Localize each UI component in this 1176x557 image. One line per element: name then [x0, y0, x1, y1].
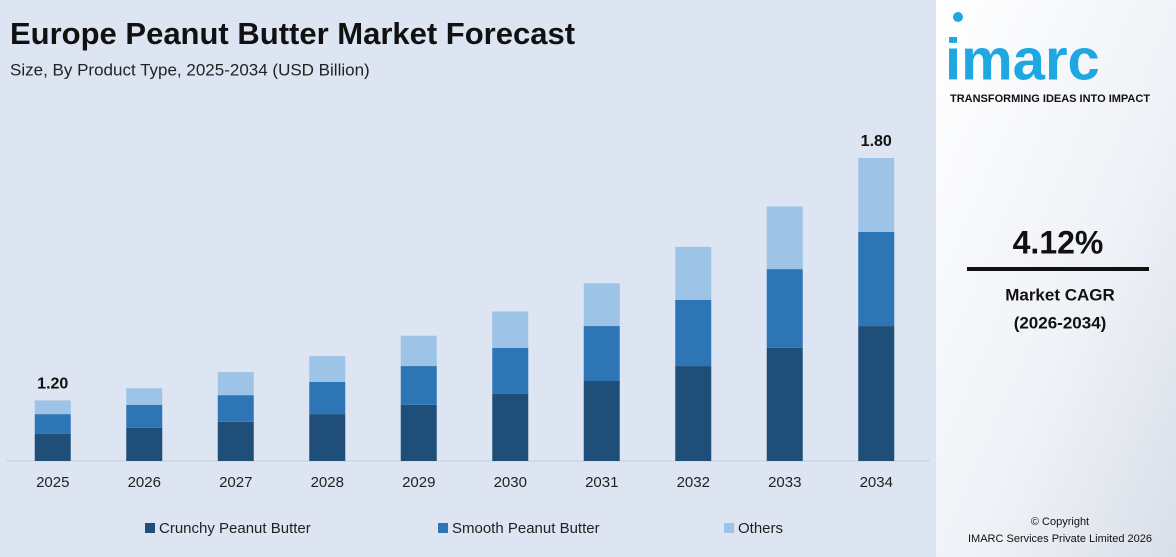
- legend-label: Others: [738, 520, 783, 537]
- bar-segment: [217, 395, 254, 422]
- x-tick-label: 2029: [402, 474, 435, 491]
- bar-segment: [400, 404, 437, 461]
- bar-segment: [34, 400, 71, 415]
- bar-segment: [400, 366, 437, 405]
- legend-swatch: [724, 523, 734, 533]
- bar-segment: [675, 299, 712, 367]
- bar-segment: [126, 427, 163, 461]
- bar-segment: [217, 421, 254, 461]
- logo-dot: [953, 12, 963, 22]
- x-tick-label: 2034: [860, 474, 893, 491]
- x-tick-label: 2031: [585, 474, 618, 491]
- legend-label: Crunchy Peanut Butter: [159, 520, 311, 537]
- x-tick-label: 2026: [128, 474, 161, 491]
- cagr: 4.12%: [1013, 224, 1104, 260]
- chart-title: Europe Peanut Butter Market Forecast: [10, 16, 575, 51]
- bar-segment: [675, 246, 712, 300]
- copyright: © Copyright: [1031, 516, 1089, 528]
- cagr-rule: [967, 267, 1149, 271]
- bar-segment: [309, 414, 346, 461]
- bar-segment: [309, 355, 346, 382]
- bar-segment: [400, 335, 437, 367]
- chart-subtitle: Size, By Product Type, 2025-2034 (USD Bi…: [10, 60, 370, 79]
- bar-segment: [309, 381, 346, 415]
- legend-label: Smooth Peanut Butter: [452, 520, 600, 537]
- bar-segment: [34, 414, 71, 434]
- bar-segment: [492, 311, 529, 348]
- bar-segment: [126, 404, 163, 428]
- bar-segment: [217, 372, 254, 396]
- bar-segment: [675, 366, 712, 461]
- x-tick-label: 2027: [219, 474, 252, 491]
- bar-segment: [766, 269, 803, 348]
- x-tick-label: 2028: [311, 474, 344, 491]
- cagr-period: (2026-2034): [1014, 313, 1107, 332]
- bar-segment: [583, 326, 620, 382]
- logo: imarc: [945, 27, 1100, 92]
- x-tick-label: 2030: [494, 474, 527, 491]
- legend-swatch: [438, 523, 448, 533]
- bar-segment: [583, 283, 620, 327]
- bar-segment: [766, 347, 803, 461]
- x-tick-label: 2033: [768, 474, 801, 491]
- total-label: 1.20: [37, 376, 68, 393]
- x-tick-label: 2025: [36, 474, 69, 491]
- bar-segment: [492, 347, 529, 394]
- bar-segment: [858, 158, 895, 232]
- cagr-label: Market CAGR: [1005, 285, 1115, 304]
- bar-segment: [858, 326, 895, 461]
- company: IMARC Services Private Limited 2026: [968, 533, 1152, 545]
- bar-segment: [583, 381, 620, 461]
- bar-segment: [126, 388, 163, 405]
- bar-segment: [492, 393, 529, 461]
- bar-segment: [766, 206, 803, 270]
- x-tick-label: 2032: [677, 474, 710, 491]
- total-label: 1.80: [861, 133, 892, 150]
- legend-swatch: [145, 523, 155, 533]
- tagline: TRANSFORMING IDEAS INTO IMPACT: [950, 93, 1150, 105]
- bar-segment: [858, 231, 895, 327]
- bar-segment: [34, 433, 71, 461]
- sidebar-bg: [936, 0, 1176, 557]
